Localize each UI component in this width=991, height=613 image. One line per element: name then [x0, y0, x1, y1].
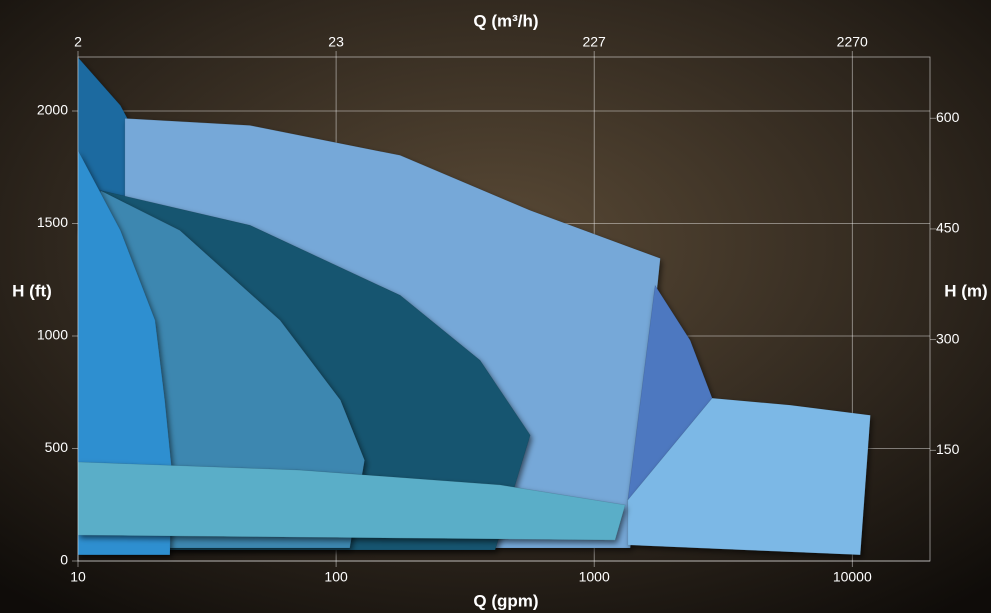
y-tick-label: 0	[60, 552, 68, 568]
coverage-region	[77, 150, 173, 556]
y-axis-title: H (ft)	[12, 281, 52, 300]
y2-tick-label: 150	[936, 441, 960, 457]
x2-tick-label: 2	[74, 34, 82, 50]
x2-tick-label: 227	[582, 34, 606, 50]
x-tick-label: 100	[324, 569, 348, 585]
y-tick-label: 500	[45, 439, 69, 455]
axes: 10 100 1000 10000 2 23 227 2270 0 500 1000 1500 2000…	[37, 34, 960, 585]
x2-tick-label: 23	[328, 34, 344, 50]
y2-tick-label: 300	[936, 330, 960, 346]
plot-frame	[77, 56, 931, 562]
y2-tick-label: 450	[936, 220, 960, 236]
y2-axis-title: H (m)	[944, 281, 987, 300]
x-tick-label: 10	[70, 569, 86, 585]
x-tick-label: 1000	[579, 569, 610, 585]
y-tick-label: 1000	[37, 327, 68, 343]
x-tick-label: 10000	[833, 569, 872, 585]
regions	[77, 56, 871, 556]
y-tick-label: 1500	[37, 214, 68, 230]
y2-tick-label: 600	[936, 109, 960, 125]
x2-tick-label: 2270	[837, 34, 868, 50]
y-tick-label: 2000	[37, 102, 68, 118]
x-axis-title: Q (gpm)	[473, 591, 538, 610]
coverage-region	[627, 397, 871, 556]
x2-axis-title: Q (m³/h)	[473, 11, 538, 30]
